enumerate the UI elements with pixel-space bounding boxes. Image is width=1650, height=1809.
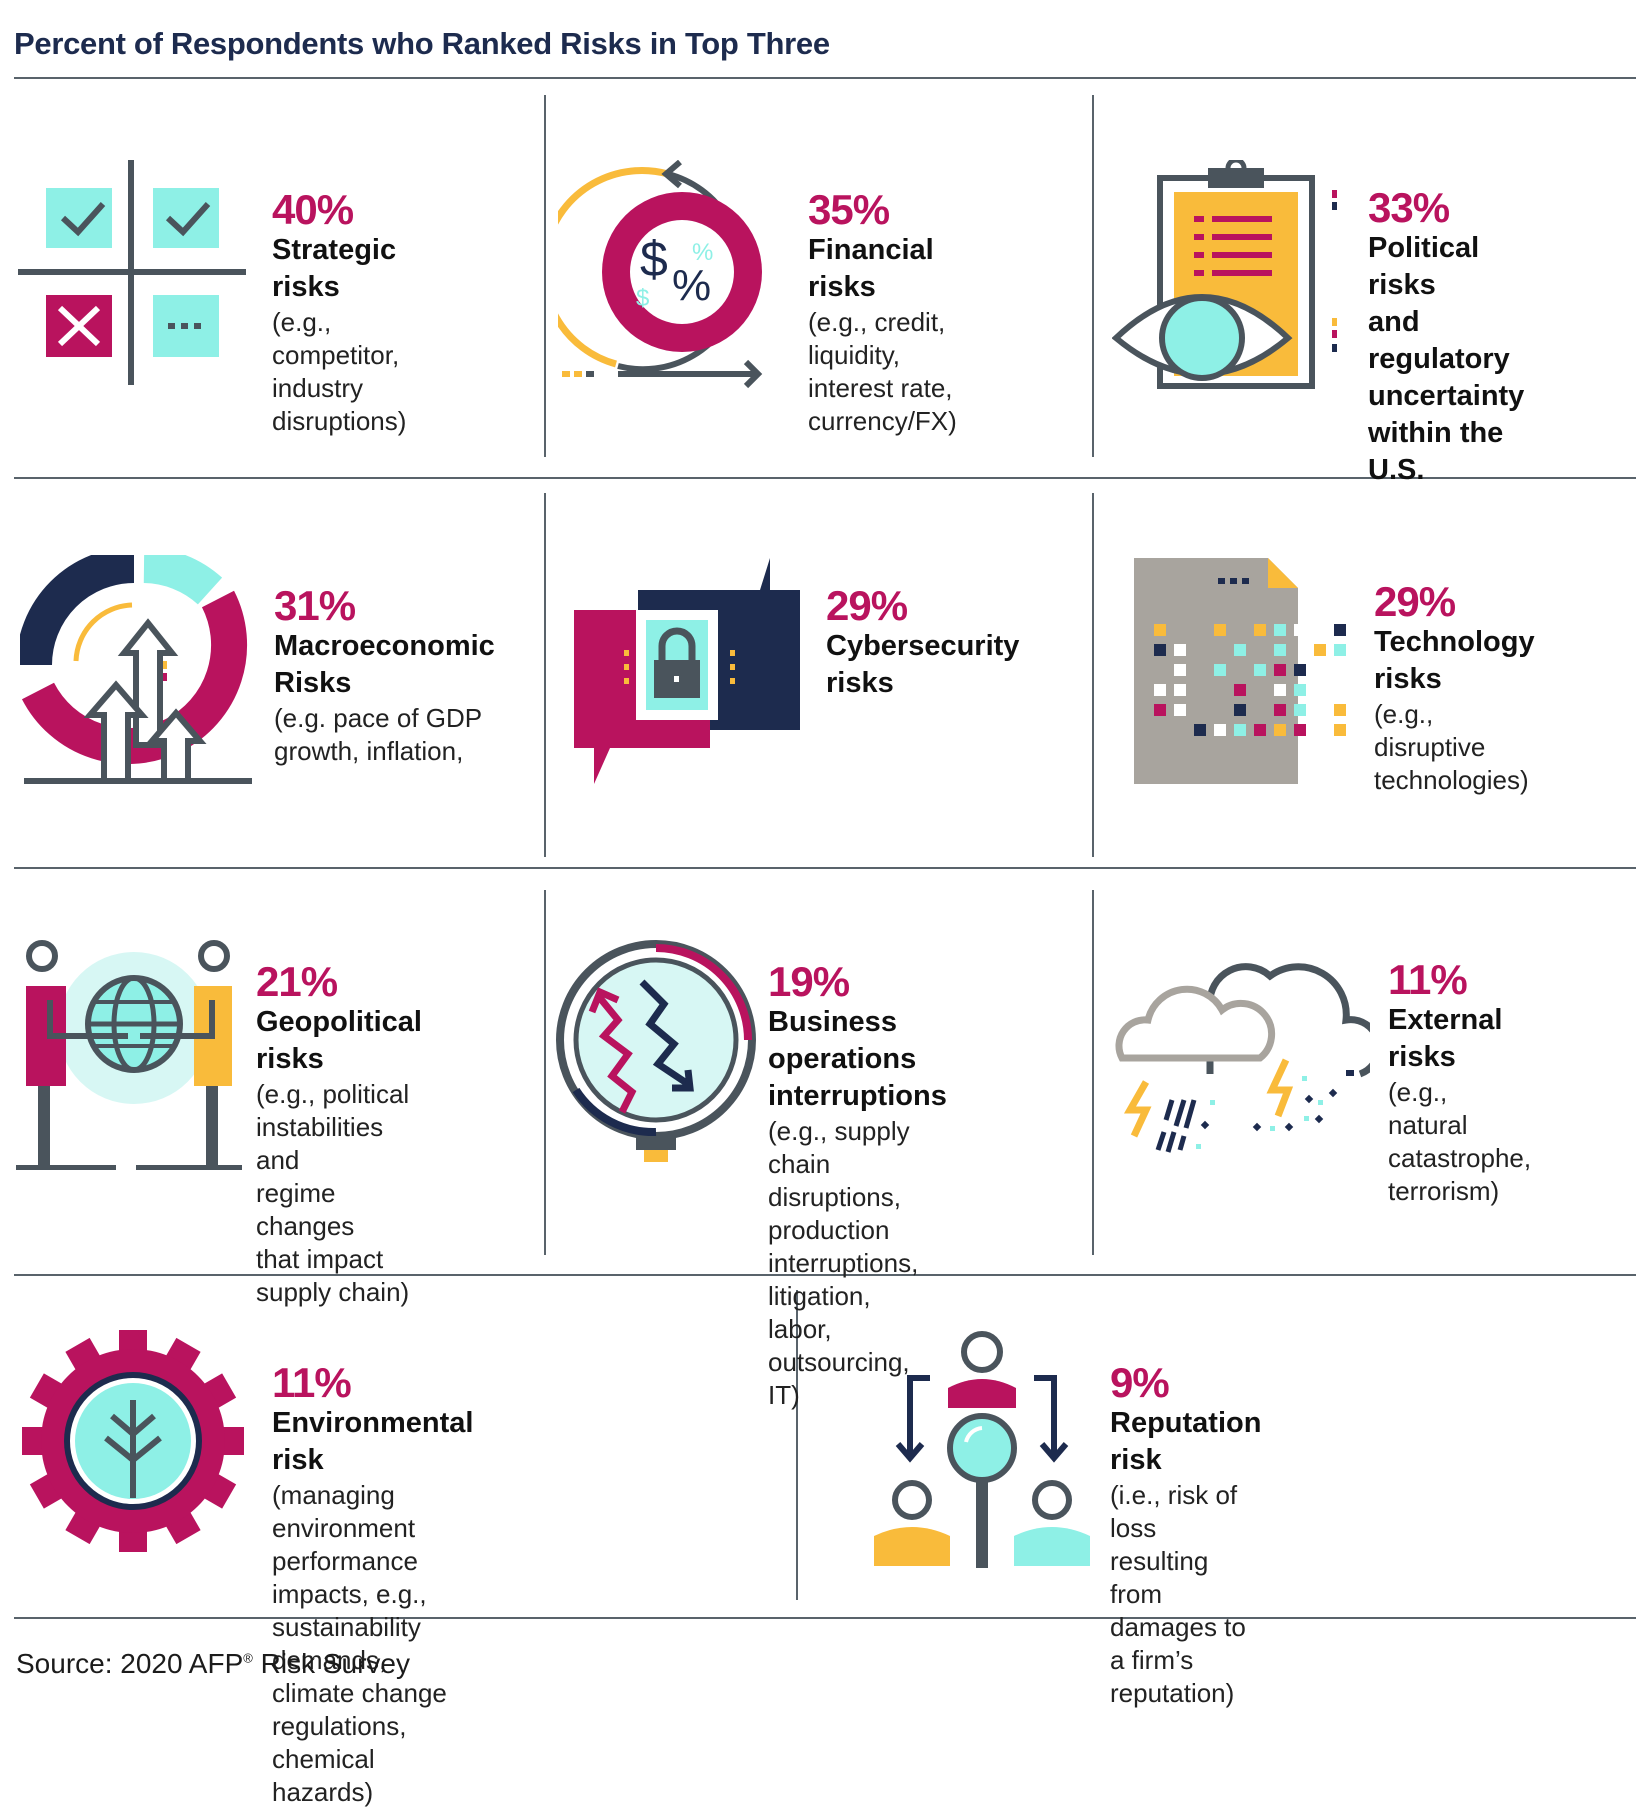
divider bbox=[14, 77, 1636, 79]
risk-name: External risks bbox=[1388, 1004, 1503, 1073]
risk-name: Technology risks bbox=[1374, 626, 1535, 695]
risk-name: Financial risks bbox=[808, 234, 934, 303]
source-prefix: Source: 2020 AFP bbox=[16, 1648, 244, 1679]
divider bbox=[796, 1290, 798, 1600]
risk-description: (e.g., disruptive technologies) bbox=[1374, 699, 1529, 795]
risk-percent: 29% bbox=[826, 582, 908, 629]
divider bbox=[544, 493, 546, 857]
risk-description: (e.g., supply chain disruptions, product… bbox=[768, 1116, 919, 1410]
source-note: Source: 2020 AFP® Risk Survey bbox=[16, 1648, 410, 1680]
risk-description: (i.e., risk of loss resulting from damag… bbox=[1110, 1480, 1246, 1708]
divider bbox=[544, 95, 546, 457]
risk-percent: 11% bbox=[1388, 956, 1468, 1003]
strategy-grid-icon bbox=[18, 160, 248, 390]
svg-text:$: $ bbox=[640, 231, 668, 287]
risk-description: (e.g., competitor, industry disruptions) bbox=[272, 307, 407, 436]
risk-description: (e.g., political instabilities and regim… bbox=[256, 1079, 410, 1307]
padlock-chat-icon bbox=[570, 558, 810, 793]
finance-cycle-icon: $ % % $ bbox=[540, 159, 788, 395]
risk-percent: 19% bbox=[768, 958, 850, 1005]
divider bbox=[544, 890, 546, 1255]
risk-name: Macroeconomic Risks bbox=[274, 630, 495, 699]
growth-arrows-icon bbox=[16, 547, 260, 790]
globe-people-icon bbox=[16, 940, 246, 1175]
magnifier-zigzag-icon bbox=[556, 940, 756, 1175]
risk-name: Cybersecurity risks bbox=[826, 630, 1020, 699]
risk-name: Business operations interruptions bbox=[768, 1006, 947, 1112]
divider bbox=[14, 1274, 1636, 1276]
page-title: Percent of Respondents who Ranked Risks … bbox=[14, 26, 830, 61]
divider bbox=[14, 867, 1636, 869]
gear-tree-icon bbox=[22, 1330, 244, 1557]
risk-percent: 21% bbox=[256, 958, 338, 1005]
risk-description: (e.g., natural catastrophe, terrorism) bbox=[1388, 1077, 1532, 1206]
clipboard-eye-icon bbox=[1111, 157, 1352, 395]
risk-name: Political risks and regulatory uncertain… bbox=[1368, 232, 1525, 486]
risk-description: (managing environment performance impact… bbox=[272, 1480, 447, 1807]
svg-text:%: % bbox=[692, 239, 713, 266]
divider bbox=[14, 477, 1636, 479]
svg-text:%: % bbox=[672, 261, 711, 310]
risk-percent: 40% bbox=[272, 186, 354, 233]
risk-percent: 9% bbox=[1110, 1359, 1170, 1406]
source-suffix: Risk Survey bbox=[252, 1648, 411, 1679]
risk-name: Environmental risk bbox=[272, 1407, 474, 1476]
risk-percent: 31% bbox=[274, 582, 356, 629]
svg-text:$: $ bbox=[636, 285, 649, 312]
risk-name: Strategic risks bbox=[272, 234, 397, 303]
divider bbox=[14, 1617, 1636, 1619]
people-magnifier-icon bbox=[870, 1330, 1100, 1575]
risk-description: (e.g. pace of GDP growth, inflation, bbox=[274, 703, 483, 766]
risk-percent: 35% bbox=[808, 186, 890, 233]
storm-clouds-icon bbox=[1110, 950, 1383, 1175]
registered-mark: ® bbox=[243, 1650, 253, 1666]
risk-description: (e.g., credit, liquidity, interest rate,… bbox=[808, 307, 957, 436]
risk-name: Reputation risk bbox=[1110, 1407, 1262, 1476]
risk-percent: 33% bbox=[1368, 184, 1450, 231]
risk-name: Geopolitical risks bbox=[256, 1006, 422, 1075]
risk-percent: 11% bbox=[272, 1359, 352, 1406]
divider bbox=[1092, 890, 1094, 1255]
pixel-document-icon bbox=[1134, 558, 1364, 793]
divider bbox=[1092, 95, 1094, 457]
divider bbox=[1092, 493, 1094, 857]
risk-percent: 29% bbox=[1374, 578, 1456, 625]
